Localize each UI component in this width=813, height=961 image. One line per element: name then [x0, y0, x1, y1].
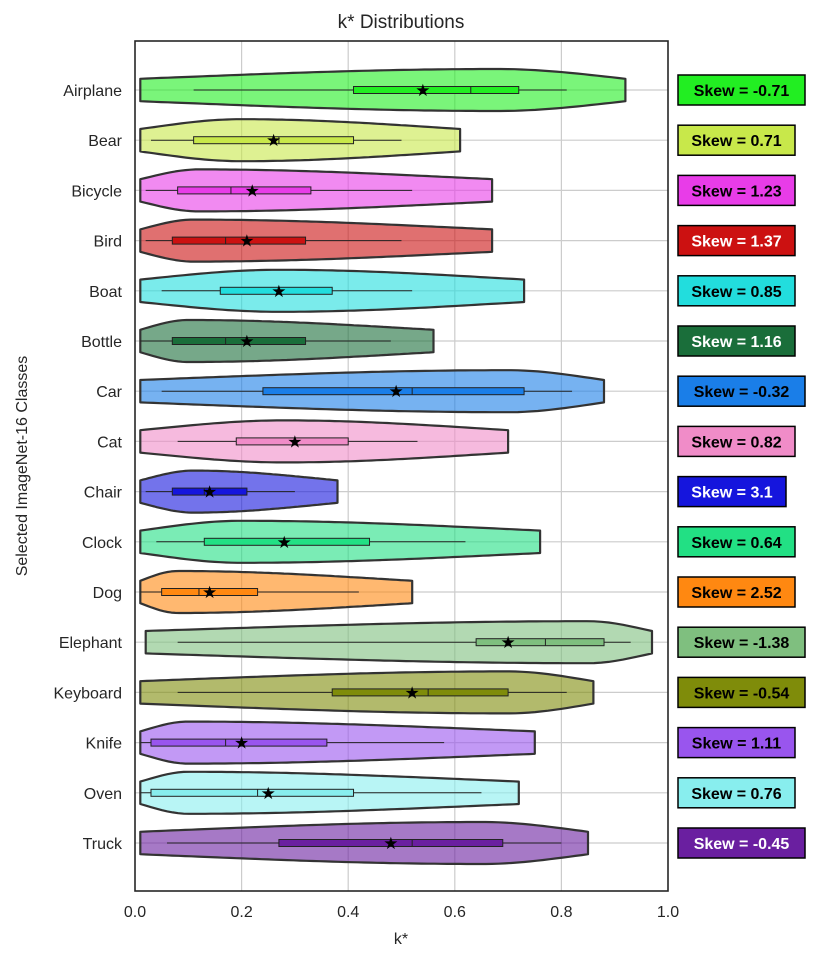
iqr-box	[219, 286, 333, 295]
skew-label: Skew = -0.71	[694, 83, 790, 100]
mean-marker: ★	[287, 432, 302, 451]
skew-label: Skew = 0.64	[691, 535, 781, 552]
mean-marker: ★	[202, 583, 217, 602]
skew-box	[677, 74, 806, 106]
y-tick-label: Car	[96, 384, 122, 401]
x-tick-label: 0.8	[550, 904, 572, 921]
y-tick-label: Airplane	[63, 83, 122, 100]
mean-marker: ★	[500, 633, 515, 652]
y-tick-label: Clock	[82, 535, 123, 552]
violin-layer: ★ ★ ★ ★ ★ ★ ★ ★ ★ ★ ★ ★ ★ ★ ★ ★	[139, 67, 654, 866]
y-tick-label: Bottle	[81, 334, 122, 351]
skew-label: Skew = 1.16	[691, 334, 781, 351]
y-tick-label: Bear	[88, 133, 122, 150]
skew-label: Skew = -0.32	[694, 384, 790, 401]
skew-box	[677, 425, 796, 458]
skew-box	[677, 325, 796, 357]
skew-label: Skew = 1.11	[692, 736, 782, 753]
mean-marker: ★	[266, 131, 281, 150]
skew-box	[677, 777, 796, 809]
skew-box	[677, 526, 796, 558]
skew-label: Skew = 1.23	[691, 183, 781, 200]
y-tick-label: Bird	[94, 234, 122, 251]
y-tick-label: Chair	[84, 485, 123, 502]
iqr-box	[150, 738, 328, 747]
mean-marker: ★	[271, 282, 286, 301]
skew-box	[677, 124, 796, 156]
mean-marker: ★	[202, 483, 217, 502]
iqr-box	[171, 337, 307, 345]
x-tick-label: 0.6	[444, 904, 466, 921]
mean-marker: ★	[415, 81, 430, 100]
iqr-box	[475, 638, 605, 647]
iqr-box	[203, 537, 371, 546]
x-tick-label: 0.4	[337, 904, 359, 921]
mean-marker: ★	[405, 683, 420, 702]
skew-label: Skew = -0.54	[694, 685, 790, 702]
skew-label: Skew = 0.71	[691, 133, 781, 150]
skew-box	[677, 676, 806, 709]
skew-label: Skew = 0.85	[691, 284, 781, 301]
mean-marker: ★	[234, 734, 249, 753]
mean-marker: ★	[383, 834, 398, 853]
mean-marker: ★	[261, 784, 276, 803]
iqr-box	[278, 839, 504, 847]
x-tick-labels: 0.0 0.2 0.4 0.6 0.8 1.0	[124, 904, 679, 921]
skew-labels: Skew = -0.71 Skew = 0.71 Skew = 1.23 Skew =…	[677, 74, 806, 859]
skew-box	[677, 174, 796, 207]
iqr-box	[353, 86, 520, 94]
mean-marker: ★	[277, 533, 292, 552]
mean-marker: ★	[239, 332, 254, 351]
skew-box	[677, 726, 796, 759]
y-tick-label: Dog	[93, 585, 122, 602]
skew-box	[677, 827, 806, 859]
y-tick-label: Keyboard	[54, 685, 123, 702]
skew-label: Skew = 1.37	[691, 234, 781, 251]
y-tick-label: Knife	[86, 736, 123, 753]
y-tick-label: Bicycle	[71, 183, 122, 200]
skew-box	[677, 375, 806, 407]
iqr-box	[262, 387, 525, 396]
iqr-box	[177, 186, 312, 195]
mean-marker: ★	[245, 181, 260, 200]
skew-label: Skew = -1.38	[694, 635, 790, 652]
skew-box	[677, 224, 796, 257]
plot-frame	[134, 40, 669, 892]
y-tick-label: Oven	[84, 786, 122, 803]
skew-label: Skew = -0.45	[694, 836, 790, 853]
skew-label: Skew = 0.76	[691, 786, 781, 803]
x-axis-label: k*	[394, 931, 408, 948]
skew-label: Skew = 3.1	[691, 485, 772, 502]
skew-box	[677, 475, 787, 508]
y-tick-label: Elephant	[59, 635, 123, 652]
x-tick-label: 0.0	[124, 904, 146, 921]
x-tick-label: 1.0	[657, 904, 679, 921]
y-axis-label: Selected ImageNet-16 Classes	[14, 356, 31, 577]
skew-label: Skew = 0.82	[691, 434, 781, 451]
iqr-box	[171, 487, 248, 496]
iqr-box	[150, 788, 355, 797]
skew-box	[677, 576, 796, 608]
mean-marker: ★	[239, 232, 254, 251]
iqr-box	[193, 136, 355, 145]
y-tick-label: Cat	[97, 434, 122, 451]
chart-title: k* Distributions	[338, 12, 465, 33]
y-tick-labels: Airplane Bear Bicycle Bird Boat Bottle Car Cat C…	[54, 83, 124, 853]
x-tick-label: 0.2	[230, 904, 252, 921]
y-tick-label: Boat	[89, 284, 122, 301]
iqr-box	[161, 588, 259, 596]
iqr-box	[235, 437, 349, 446]
skew-box	[677, 275, 796, 307]
mean-marker: ★	[389, 382, 404, 401]
skew-box	[677, 626, 806, 658]
iqr-box	[171, 236, 307, 245]
iqr-box	[331, 688, 509, 697]
skew-label: Skew = 2.52	[691, 585, 781, 602]
y-tick-label: Truck	[83, 836, 123, 853]
